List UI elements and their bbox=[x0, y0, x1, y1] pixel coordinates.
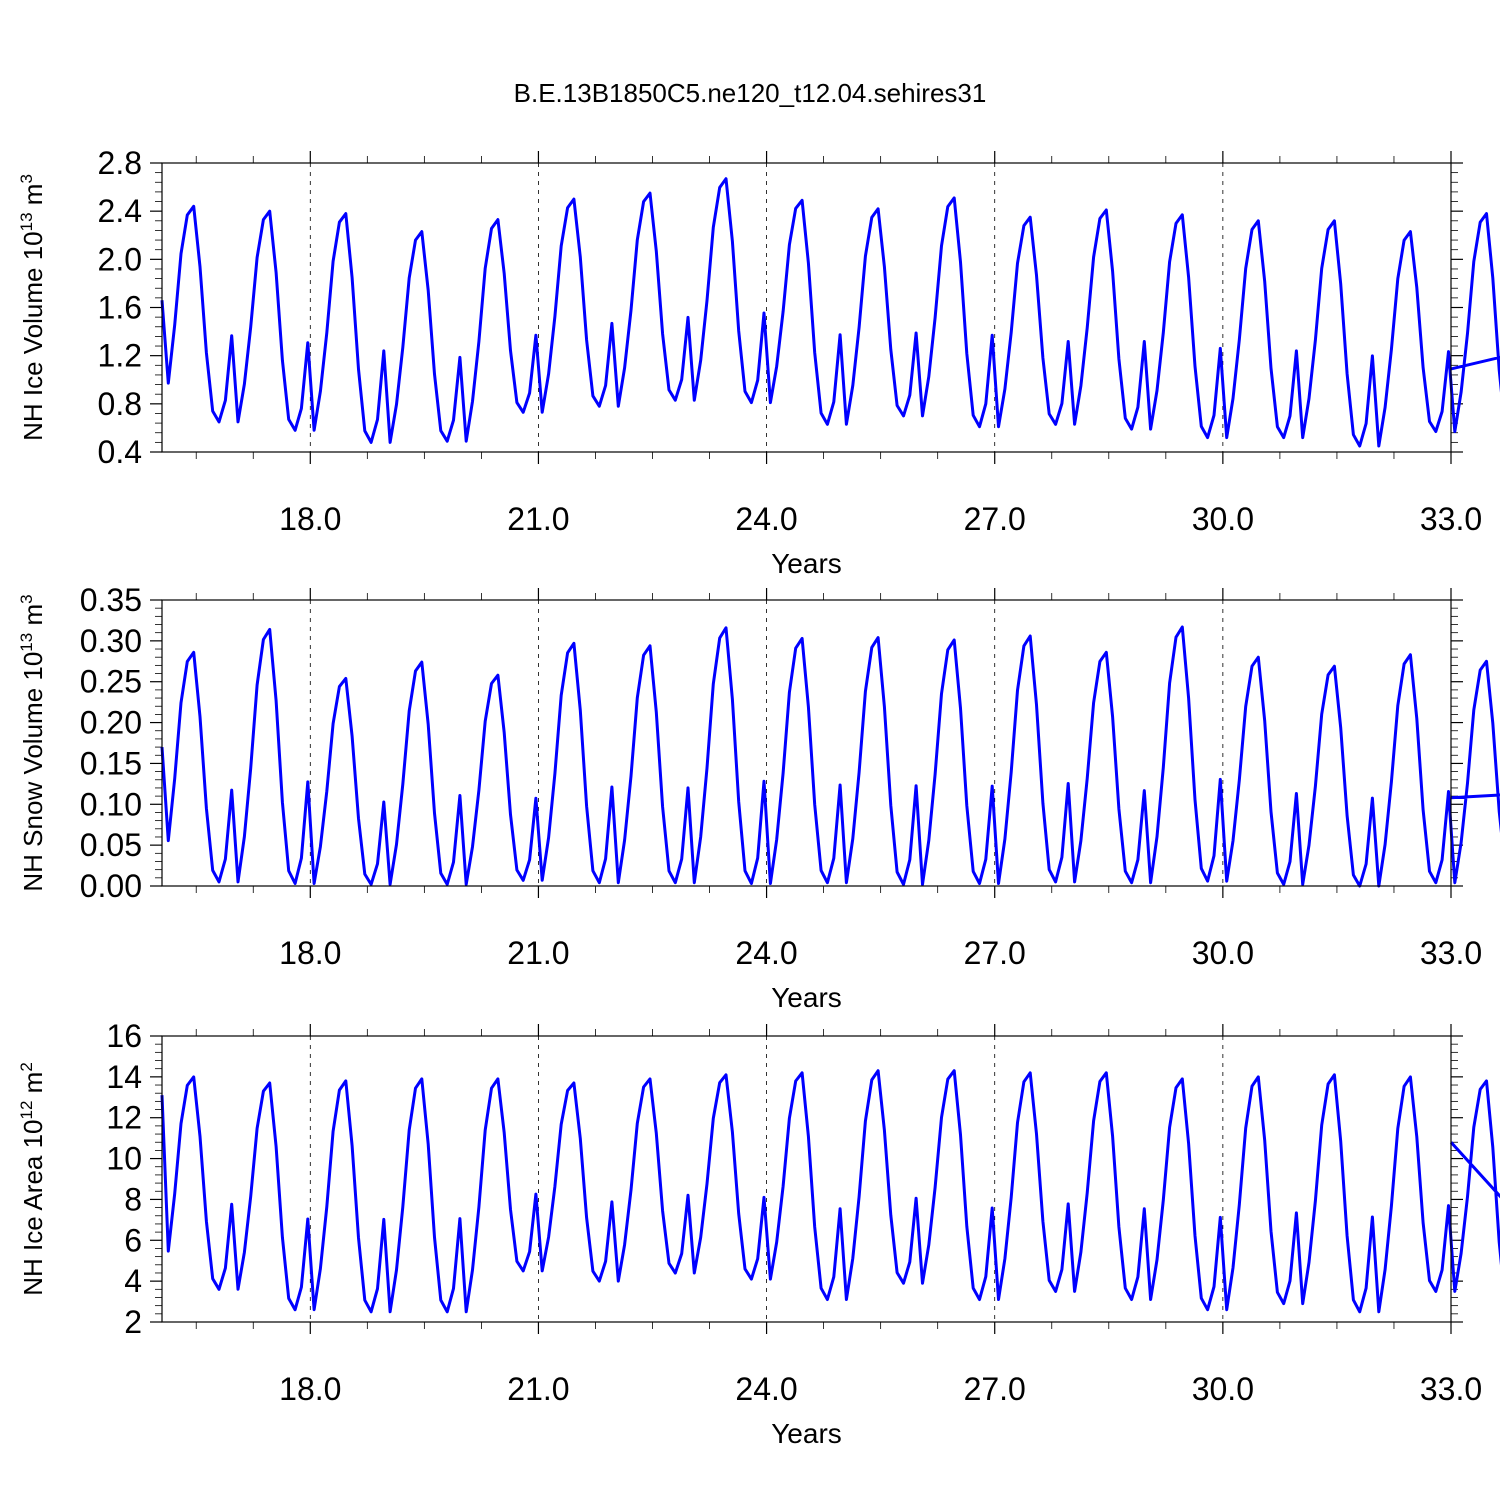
y-tick-label: 0.10 bbox=[80, 786, 142, 822]
y-tick-label: 0.35 bbox=[80, 582, 142, 618]
x-axis-label: Years bbox=[771, 982, 842, 1013]
x-axis-label: Years bbox=[771, 548, 842, 579]
y-tick-label: 8 bbox=[124, 1181, 142, 1217]
x-tick-label: 33.0 bbox=[1420, 935, 1482, 971]
x-tick-label: 21.0 bbox=[507, 1371, 569, 1407]
chart-panel-2: 0.00 0.05 0.10 0.15 0.20 0.25 0.30 0.35 18.0 21.0… bbox=[17, 582, 1500, 1013]
y-tick-label: 0.8 bbox=[98, 386, 142, 422]
x-tick-label: 18.0 bbox=[279, 501, 341, 537]
x-tick-label: 24.0 bbox=[735, 501, 797, 537]
x-tick-label: 21.0 bbox=[507, 501, 569, 537]
chart-panel-1: 0.4 0.8 1.2 1.6 2.0 2.4 2.8 18.0 21.0 24.0 27.0 30.… bbox=[17, 145, 1500, 579]
y-tick-label: 4 bbox=[124, 1263, 142, 1299]
x-tick-label: 21.0 bbox=[507, 935, 569, 971]
chart-title: B.E.13B1850C5.ne120_t12.04.sehires31 bbox=[514, 78, 987, 108]
x-tick-label: 33.0 bbox=[1420, 1371, 1482, 1407]
data-series-line bbox=[160, 625, 1500, 888]
x-tick-label: 30.0 bbox=[1192, 501, 1254, 537]
x-tick-label: 27.0 bbox=[964, 501, 1026, 537]
y-tick-label: 0.25 bbox=[80, 664, 142, 700]
y-axis-label: NH Snow Volume 1013 m3 bbox=[17, 594, 48, 891]
y-tick-label: 2.0 bbox=[98, 241, 142, 277]
x-axis-label: Years bbox=[771, 1418, 842, 1449]
x-tick-label: 24.0 bbox=[735, 935, 797, 971]
y-tick-label: 2.8 bbox=[98, 145, 142, 181]
y-tick-label: 0.15 bbox=[80, 745, 142, 781]
y-tick-label: 6 bbox=[124, 1222, 142, 1258]
y-tick-label: 0.05 bbox=[80, 827, 142, 863]
y-tick-label: 16 bbox=[106, 1018, 142, 1054]
x-tick-label: 30.0 bbox=[1192, 1371, 1254, 1407]
y-tick-label: 1.2 bbox=[98, 338, 142, 374]
x-tick-label: 18.0 bbox=[279, 1371, 341, 1407]
y-tick-label: 10 bbox=[106, 1141, 142, 1177]
x-tick-label: 33.0 bbox=[1420, 501, 1482, 537]
y-axis-label: NH Ice Area 1012 m2 bbox=[17, 1062, 48, 1296]
x-tick-label: 24.0 bbox=[735, 1371, 797, 1407]
x-tick-label: 18.0 bbox=[279, 935, 341, 971]
plot-frame bbox=[161, 599, 1452, 887]
y-tick-label: 0.20 bbox=[80, 705, 142, 741]
chart-panel-3: 2 4 6 8 10 12 14 16 18.0 21.0 24.0 27.0 30.0 33.0 Year… bbox=[17, 1018, 1500, 1449]
y-tick-label: 0.00 bbox=[80, 868, 142, 904]
plot-frame bbox=[161, 162, 1452, 453]
y-tick-label: 2 bbox=[124, 1304, 142, 1340]
x-tick-label: 27.0 bbox=[964, 935, 1026, 971]
data-series-line bbox=[160, 177, 1500, 448]
data-series-line bbox=[160, 1069, 1500, 1314]
y-tick-label: 0.4 bbox=[98, 434, 142, 470]
y-tick-label: 2.4 bbox=[98, 193, 142, 229]
y-tick-label: 0.30 bbox=[80, 623, 142, 659]
plot-frame bbox=[161, 1035, 1452, 1323]
y-tick-label: 12 bbox=[106, 1100, 142, 1136]
y-tick-label: 14 bbox=[106, 1059, 142, 1095]
x-tick-label: 27.0 bbox=[964, 1371, 1026, 1407]
y-axis-label: NH Ice Volume 1013 m3 bbox=[17, 174, 48, 441]
x-tick-label: 30.0 bbox=[1192, 935, 1254, 971]
y-tick-label: 1.6 bbox=[98, 290, 142, 326]
